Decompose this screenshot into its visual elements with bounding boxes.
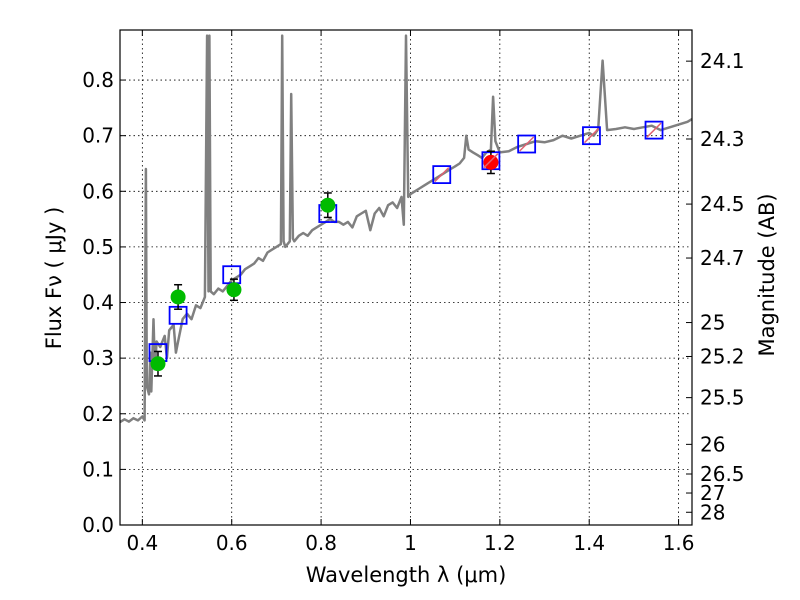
- filter-marker: [583, 128, 599, 144]
- grid-lines: [120, 30, 692, 526]
- series-filter-transmission: [434, 122, 662, 183]
- mag-tick-label: 26.5: [700, 462, 745, 486]
- y-axis-label: Flux Fν ( μJy ): [42, 207, 66, 350]
- series-hst-observations: [150, 192, 336, 377]
- filter-marker: [434, 167, 450, 183]
- y-tick-label: 0.5: [82, 235, 114, 259]
- y-tick-label: 0.0: [82, 513, 114, 537]
- model-photometry-square: [582, 126, 601, 146]
- mag-tick-label: 26: [700, 432, 725, 456]
- x-tick-label: 0.8: [305, 531, 337, 555]
- sed-model-line: [120, 34, 692, 424]
- mag-tick-label: 24.3: [700, 127, 745, 151]
- y2-axis-label: Magnitude (AB): [755, 193, 779, 356]
- observed-flux-point: [226, 282, 242, 298]
- x-tick-label: 1: [404, 531, 417, 555]
- x-tick-label: 1.6: [663, 531, 695, 555]
- observed-flux-point: [320, 197, 336, 213]
- observed-flux-point: [483, 154, 499, 170]
- y-tick-label: 0.2: [82, 402, 114, 426]
- plot-frame: [119, 29, 693, 526]
- observed-flux-point: [170, 289, 186, 305]
- mag-tick-label: 24.5: [700, 192, 745, 216]
- mag-tick-label: 24.7: [700, 246, 745, 270]
- model-photometry-square: [517, 134, 537, 154]
- y-tick-label: 0.4: [82, 291, 114, 315]
- y-tick-label: 0.1: [82, 457, 114, 481]
- mag-tick-label: 25: [700, 311, 725, 335]
- y-tick-label: 0.3: [82, 346, 114, 370]
- y-tick-label: 0.8: [82, 68, 114, 92]
- axis-ticks: 0.4 0.6 0.8 1 1.2 1.4 1.6 0.0 0.1 0.2 0.3 0.4 0.5 0.6…: [82, 30, 745, 555]
- x-tick-label: 0.4: [126, 531, 158, 555]
- filter-marker: [646, 122, 662, 138]
- model-photometry-square: [644, 120, 664, 140]
- model-photometry-square: [432, 165, 452, 185]
- series-spitzer-observation: [483, 150, 499, 175]
- filter-marker: [483, 153, 499, 169]
- mag-tick-label: 25.5: [700, 386, 745, 410]
- plot-area: [120, 34, 692, 424]
- mag-tick-label: 27: [700, 481, 725, 505]
- mag-tick-label: 24.1: [700, 49, 745, 73]
- series-model-sed: [120, 34, 692, 424]
- x-tick-label: 1.2: [484, 531, 516, 555]
- y-tick-label: 0.7: [82, 124, 114, 148]
- mag-tick-label: 25.2: [700, 344, 745, 368]
- observed-flux-point: [150, 356, 166, 372]
- y-tick-label: 0.6: [82, 179, 114, 203]
- x-tick-label: 0.6: [216, 531, 248, 555]
- mag-tick-label: 28: [700, 500, 725, 524]
- x-axis-label: Wavelength λ (μm): [306, 563, 507, 587]
- x-tick-label: 1.4: [573, 531, 605, 555]
- filter-marker: [519, 136, 535, 152]
